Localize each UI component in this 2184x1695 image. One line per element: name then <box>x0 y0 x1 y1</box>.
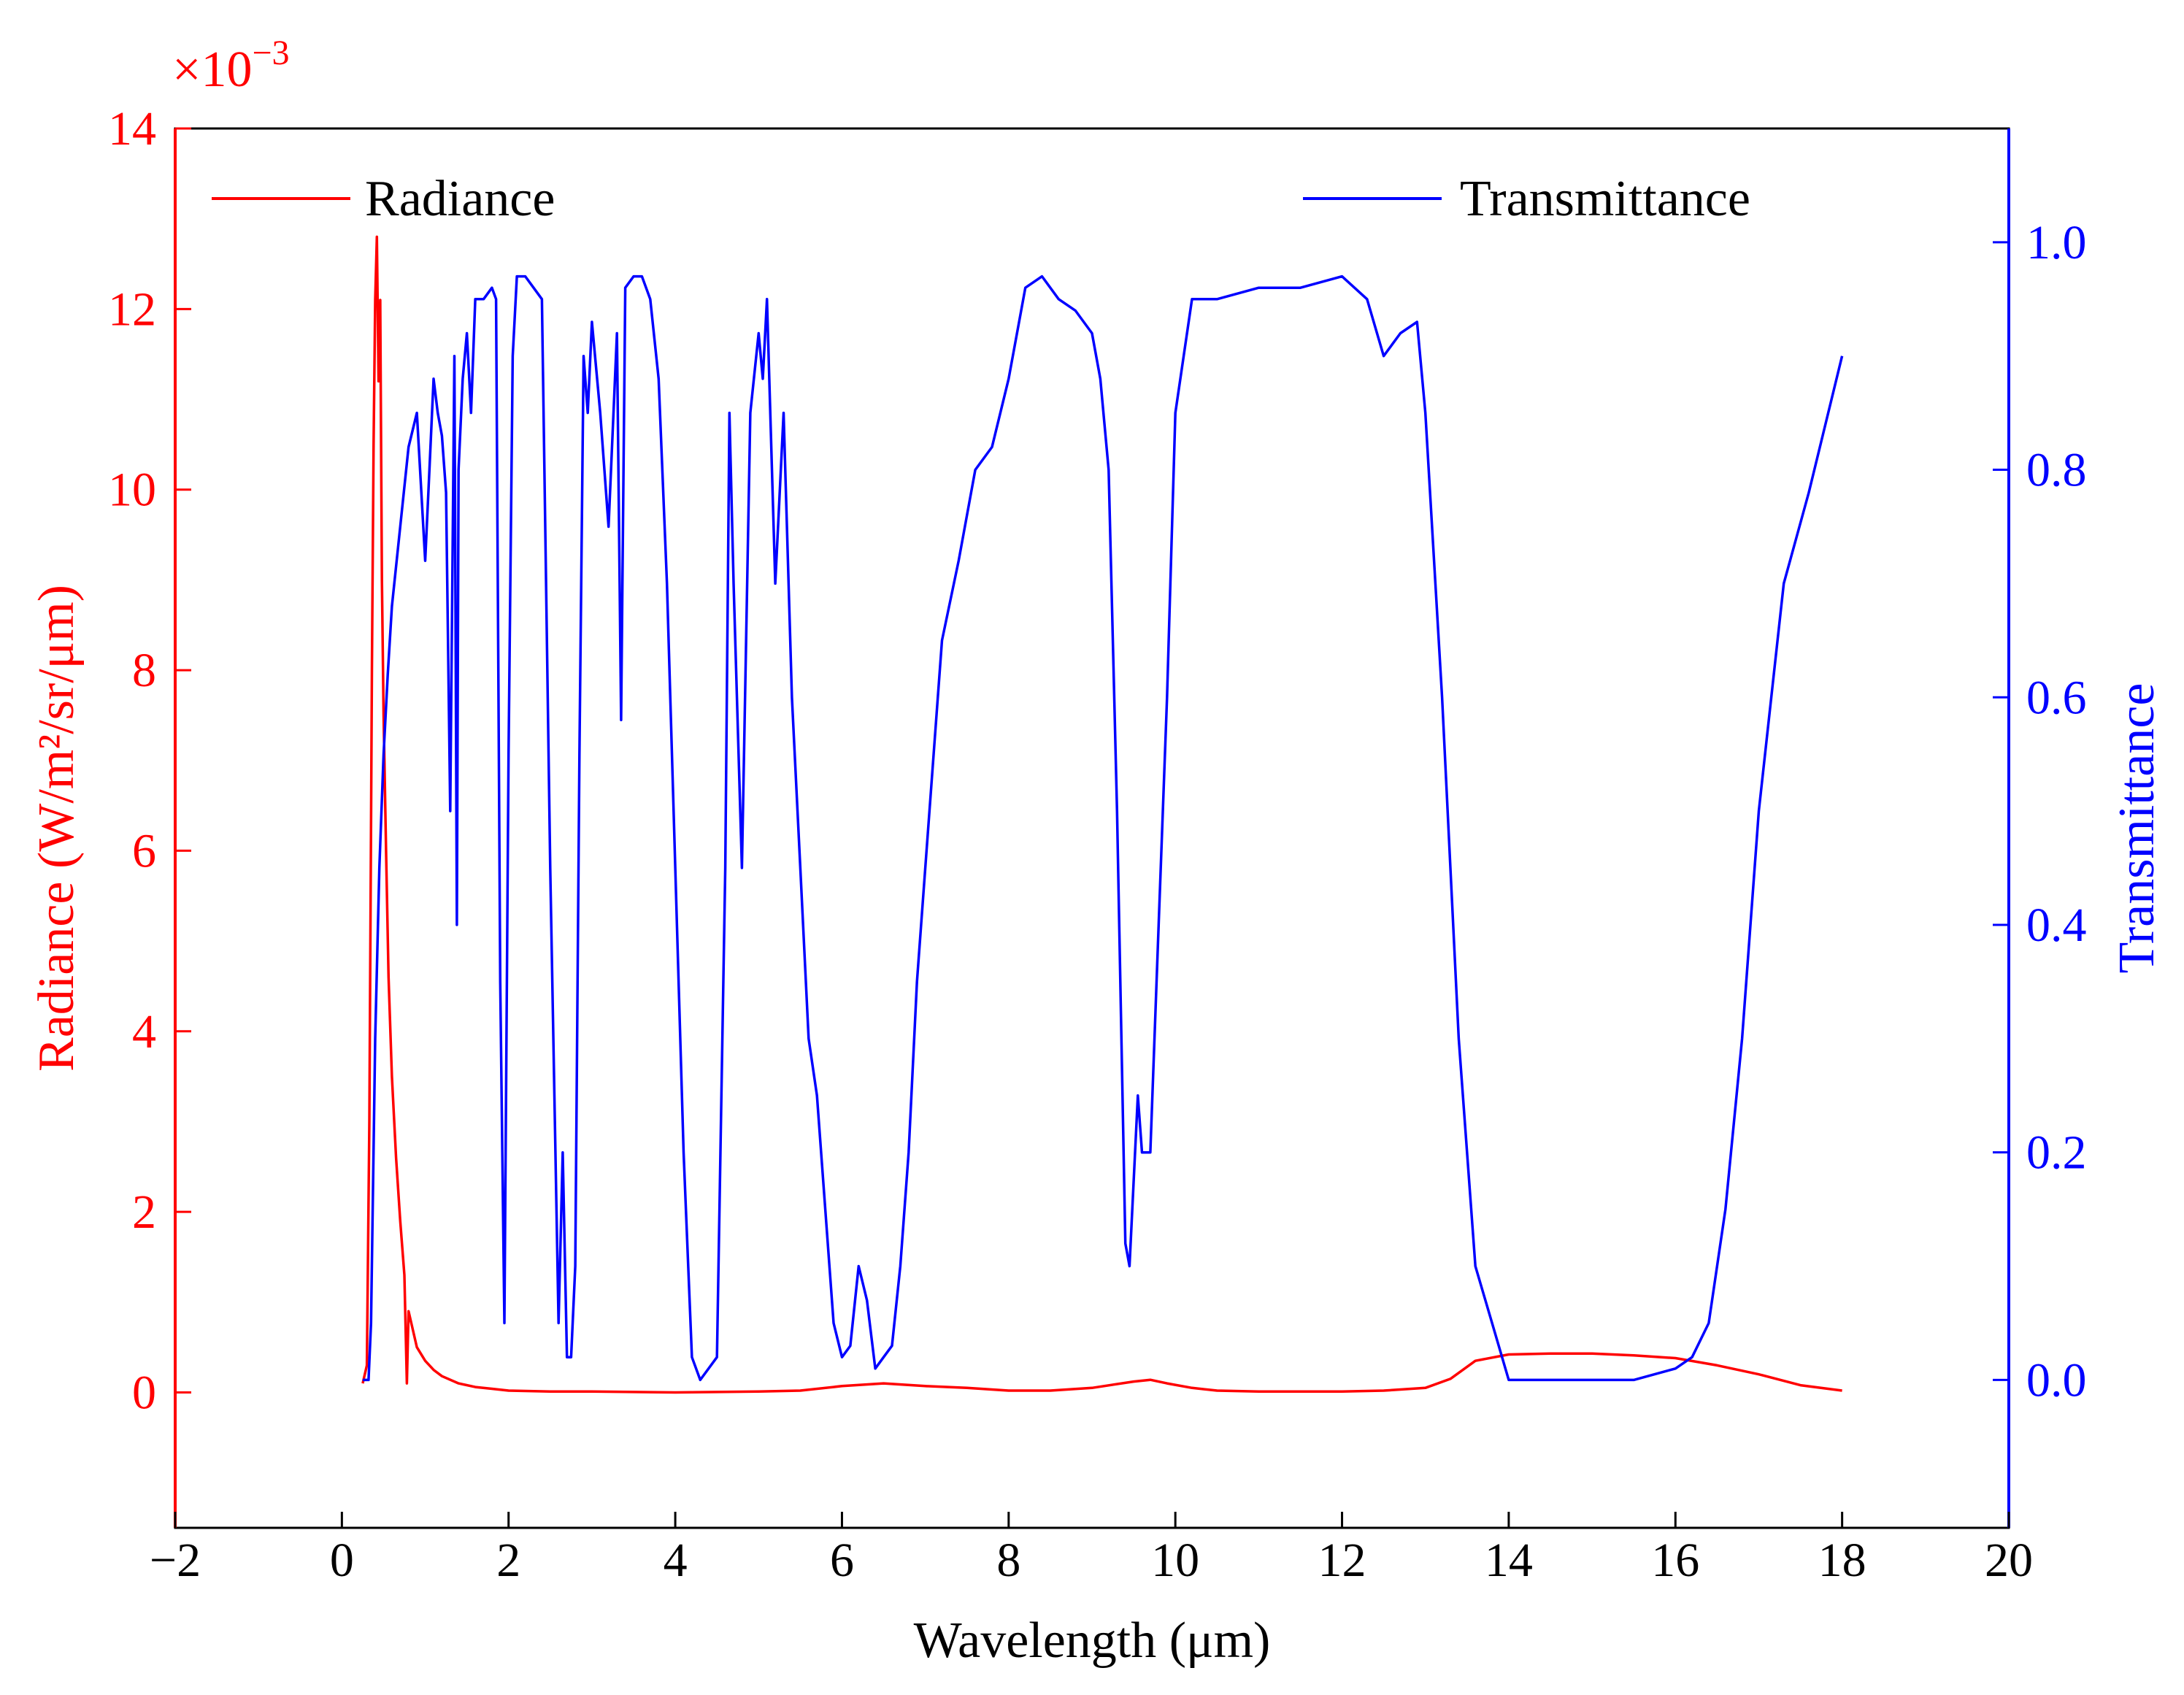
y-left-tick-label: 2 <box>132 1185 156 1239</box>
y-right-tick-label: 1.0 <box>2026 216 2087 269</box>
y-left-tick-label: 12 <box>108 282 156 336</box>
y-left-tick-label: 6 <box>132 824 156 877</box>
y-left-tick-label: 8 <box>132 644 156 697</box>
x-tick-label: 16 <box>1651 1534 1699 1587</box>
y-right-tick-label: 0.8 <box>2026 444 2087 497</box>
x-tick-label: 14 <box>1485 1534 1533 1587</box>
x-tick-label: 18 <box>1818 1534 1866 1587</box>
x-tick-label: 8 <box>996 1534 1020 1587</box>
series-line-radiance <box>361 235 1842 1394</box>
y-right-tick-label: 0.6 <box>2026 671 2087 724</box>
x-tick-label: −2 <box>150 1534 201 1587</box>
axes-layer: −2 0 2 4 6 8 10 12 14 16 18 20 0 2 4 6 8 10 12 14 0.0 0.2 0.4 0… <box>108 102 2087 1587</box>
x-tick-label: 20 <box>1985 1534 2033 1587</box>
x-axis-label: Wavelength (μm) <box>914 1613 1271 1669</box>
series-layer <box>361 235 1844 1394</box>
legend: Radiance Transmittance <box>212 171 1750 227</box>
series-line-transmittance <box>362 274 1844 1382</box>
legend-label-transmittance: Transmittance <box>1460 171 1750 227</box>
x-tick-label: 10 <box>1151 1534 1199 1587</box>
x-tick-label: 6 <box>830 1534 854 1587</box>
x-tick-label: 2 <box>496 1534 520 1587</box>
y-left-tick-label: 4 <box>132 1005 156 1058</box>
x-tick-label: 4 <box>664 1534 688 1587</box>
y-axis-left-multiplier: ×10−3 <box>172 34 290 98</box>
y-left-tick-label: 0 <box>132 1366 156 1419</box>
y-axis-right-label: Transmittance <box>2109 683 2165 974</box>
y-right-tick-label: 0.2 <box>2026 1126 2087 1180</box>
x-tick-label: 0 <box>330 1534 354 1587</box>
y-left-tick-label: 14 <box>108 102 156 155</box>
multiplier-base: ×10 <box>172 42 252 98</box>
x-tick-label: 12 <box>1318 1534 1366 1587</box>
y-left-tick-label: 10 <box>108 464 156 517</box>
y-axis-left-label: Radiance (W/m²/sr/μm) <box>28 585 85 1072</box>
y-right-tick-label: 0.4 <box>2026 899 2087 952</box>
multiplier-exponent: −3 <box>252 34 289 72</box>
legend-label-radiance: Radiance <box>365 171 555 227</box>
y-right-tick-label: 0.0 <box>2026 1353 2087 1407</box>
